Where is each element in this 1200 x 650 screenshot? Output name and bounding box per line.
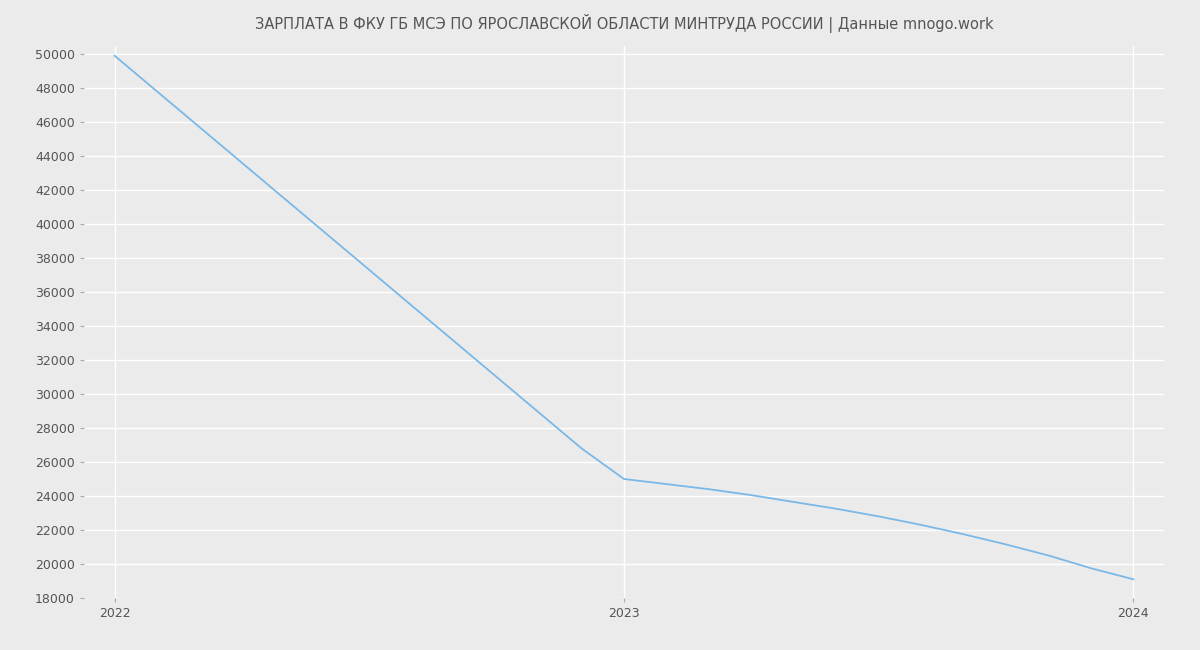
Title: ЗАРПЛАТА В ФКУ ГБ МСЭ ПО ЯРОСЛАВСКОЙ ОБЛАСТИ МИНТРУДА РОССИИ | Данные mnogo.work: ЗАРПЛАТА В ФКУ ГБ МСЭ ПО ЯРОСЛАВСКОЙ ОБЛ… [254,14,994,33]
